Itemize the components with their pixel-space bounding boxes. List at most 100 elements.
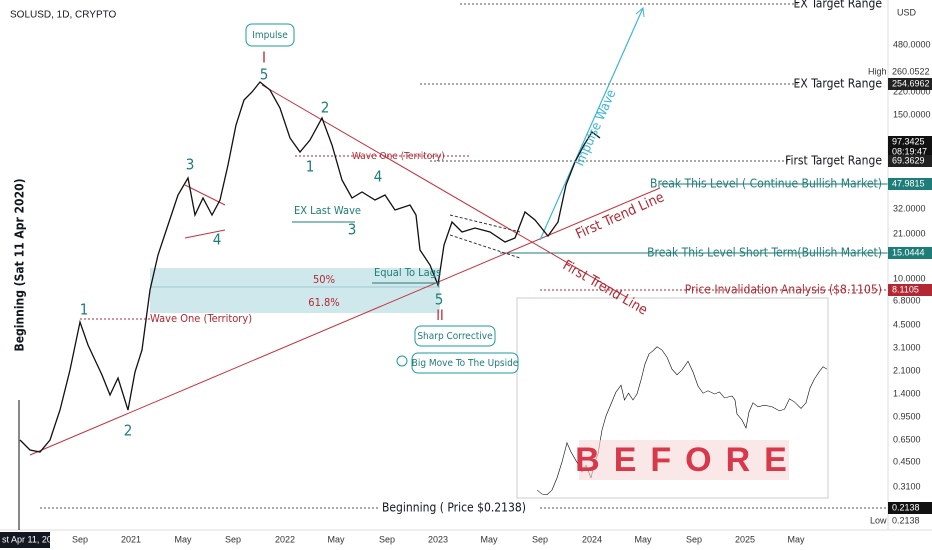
price-label: 150.0000 [893, 109, 931, 119]
wave-label: II [436, 308, 443, 324]
currency: USD [897, 7, 917, 17]
low-label: Low [870, 515, 887, 525]
time-label: 2025 [735, 534, 755, 544]
price-label: 480.0000 [893, 39, 931, 49]
bulb-icon [396, 355, 408, 367]
price-tag-text: 254.6962 [892, 78, 930, 88]
price-tag-text: 8.1105 [892, 284, 919, 294]
before-label: BEFORE [575, 441, 801, 479]
price-label: 10.0000 [893, 273, 926, 283]
time-label: Sep [532, 534, 548, 544]
annotation: 61.8% [308, 296, 339, 309]
annotation: Break This Level Short Term(Bullish Mark… [647, 246, 882, 260]
wave-label: 5 [435, 291, 444, 309]
annotation: 50% [313, 273, 335, 286]
high-label: High [868, 66, 887, 76]
time-label: 2023 [428, 534, 448, 544]
price-tag-text: 15.0444 [892, 247, 925, 257]
label-box [245, 23, 295, 47]
price-label: 0.6500 [893, 434, 921, 444]
price-tag [888, 155, 932, 167]
annotation: Wave One (Territory) [150, 312, 252, 325]
price-path [19, 81, 601, 453]
price-tag [888, 136, 932, 158]
low-value: 0.2138 [892, 515, 920, 525]
wave-label: 3 [186, 156, 195, 174]
annotation: Impulse [252, 30, 288, 41]
price-tag-text: 0.2138 [892, 502, 920, 512]
annotation: Sharp Corrective [417, 331, 493, 342]
price-label: 220.0000 [893, 86, 931, 96]
price-tag [888, 78, 932, 90]
annotation: Beginning (Sat 11 Apr 2020) [13, 178, 27, 351]
inset-glow [579, 440, 789, 480]
time-label: May [480, 534, 498, 544]
trend-line [184, 229, 226, 239]
fib-zone [150, 268, 440, 313]
price-tag-text: 97.3425 [892, 136, 925, 146]
price-label: 0.4500 [893, 456, 921, 466]
annotation: EX Last Wave [294, 204, 361, 217]
time-label: 2024 [582, 534, 602, 544]
annotation: Break This Level ( Continue Bullish Mark… [650, 177, 882, 191]
wave-label: 2 [124, 422, 133, 440]
price-label: 21.0000 [893, 228, 926, 238]
wave-label: 1 [306, 158, 315, 176]
channel-line [449, 234, 521, 259]
channel-line [449, 214, 521, 233]
wave-label: 1 [80, 301, 89, 319]
label-box [414, 325, 496, 347]
annotation: Beginning ( Price $0.2138) [382, 501, 526, 515]
annotation: EX Target Range [794, 77, 883, 91]
trend-line [261, 84, 641, 306]
wave-label: 4 [213, 231, 222, 249]
wave-label: 4 [374, 168, 383, 186]
price-label: 4.5000 [893, 319, 921, 329]
annotation: EX Target Range [794, 0, 883, 11]
arrow-head [635, 7, 645, 18]
price-label: 1.4000 [893, 388, 921, 398]
time-label: May [634, 534, 652, 544]
high-value: 260.0522 [892, 66, 930, 76]
wave-label: 2 [321, 99, 330, 117]
wave-label: 5 [260, 66, 269, 84]
wave-label: 3 [348, 221, 357, 239]
price-tag [888, 178, 932, 190]
price-label: 2.1000 [893, 365, 921, 375]
annotation: Price Invalidation Analysis ($8.1105) [685, 283, 882, 297]
annotation: Equal To Lags [374, 266, 441, 279]
trend-line [29, 187, 661, 456]
time-label: May [327, 534, 345, 544]
impulse-arrow [539, 7, 644, 241]
time-label: Sep [686, 534, 702, 544]
time-label: May [787, 534, 805, 544]
annotation: Wave One (Territory) [352, 151, 445, 162]
start-date: st Apr 11, 2020 [2, 534, 62, 544]
symbol: SOLUSD, 1D, CRYPTO [10, 10, 117, 21]
time-label: 2021 [121, 534, 141, 544]
label-box [411, 352, 519, 374]
time-label: Sep [225, 534, 241, 544]
time-label: May [174, 534, 192, 544]
annotation: First Target Range [785, 154, 882, 168]
time-label: Sep [72, 534, 88, 544]
annotation: Big Move To The Upside [412, 358, 519, 369]
trend-line [184, 184, 226, 206]
price-label: 3.1000 [893, 342, 921, 352]
time-label: Sep [379, 534, 395, 544]
levels [40, 3, 888, 509]
date-tag [0, 532, 50, 548]
wave-label: I [262, 49, 266, 67]
price-tag-text: 47.9815 [892, 178, 925, 188]
price-tag-text: 69.3629 [892, 155, 925, 165]
price-tag [888, 247, 932, 259]
price-label: 32.0000 [893, 203, 926, 213]
price-label: 0.9500 [893, 411, 921, 421]
price-label: 0.3100 [893, 481, 921, 491]
countdown: 08:19:47 [892, 146, 927, 156]
time-label: 2022 [275, 534, 295, 544]
price-label: 6.8000 [893, 295, 921, 305]
price-tag [888, 284, 932, 296]
price-tag [888, 502, 932, 514]
